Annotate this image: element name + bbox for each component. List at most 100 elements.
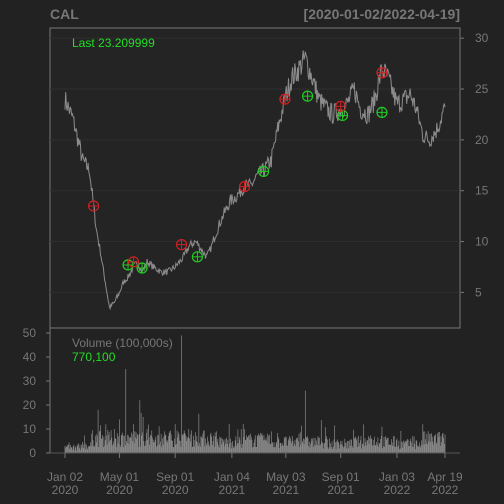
volume-bar — [443, 437, 444, 453]
volume-bar — [68, 444, 69, 453]
volume-bar — [351, 445, 353, 453]
volume-bar — [349, 440, 350, 453]
volume-bar — [101, 438, 103, 453]
volume-bar — [412, 436, 414, 453]
volume-bar — [293, 446, 294, 453]
volume-bar — [91, 433, 93, 453]
volume-bar — [277, 436, 279, 453]
volume-bar — [399, 449, 400, 453]
volume-bar — [367, 440, 369, 453]
volume-bar — [211, 436, 213, 453]
volume-bar — [177, 437, 179, 453]
volume-bar — [251, 440, 253, 453]
volume-bar — [171, 440, 173, 453]
buy-marker — [376, 106, 388, 119]
volume-bar — [168, 436, 169, 453]
volume-bar — [194, 446, 196, 453]
volume-bar — [259, 436, 261, 453]
volume-bar — [254, 439, 255, 453]
volume-bar — [390, 444, 392, 453]
volume-bar — [227, 439, 229, 453]
volume-bar — [160, 433, 162, 453]
volume-bar — [368, 436, 369, 453]
volume-bar — [180, 446, 182, 453]
volume-bar — [131, 432, 132, 453]
volume-bar — [210, 432, 212, 453]
volume-bar — [291, 443, 292, 453]
volume-bar — [372, 445, 374, 453]
x-tick-label-year: 2021 — [219, 483, 246, 497]
volume-bar — [261, 433, 263, 453]
volume-bar — [293, 443, 295, 453]
volume-bar — [273, 442, 275, 453]
volume-bar — [266, 440, 267, 453]
volume-bar — [209, 446, 210, 453]
volume-bar — [405, 441, 406, 453]
volume-bar — [228, 424, 230, 453]
volume-bar — [417, 445, 419, 453]
volume-bar — [250, 436, 252, 453]
volume-bar — [427, 431, 429, 453]
x-tick-label-year: 2022 — [432, 483, 459, 497]
volume-bar — [267, 442, 269, 453]
volume-bar — [246, 437, 248, 453]
volume-bar — [253, 442, 255, 453]
volume-bar — [421, 440, 422, 453]
volume-bar — [143, 441, 145, 453]
volume-bar — [326, 436, 327, 453]
volume-bar — [307, 438, 309, 453]
volume-bar — [74, 447, 76, 453]
volume-bar — [380, 435, 382, 453]
volume-bar — [302, 440, 304, 453]
volume-bar — [403, 441, 405, 453]
volume-bar — [183, 430, 185, 453]
sell-marker — [238, 181, 251, 193]
volume-bar — [88, 445, 90, 453]
volume-bar — [239, 439, 241, 453]
volume-bar — [281, 443, 283, 453]
volume-bar — [132, 434, 134, 453]
volume-bar — [260, 435, 262, 453]
volume-bar — [172, 441, 173, 453]
volume-bar — [73, 444, 75, 453]
volume-bar — [131, 441, 133, 453]
volume-bar — [327, 447, 329, 453]
volume-bar — [118, 436, 120, 453]
volume-bar — [220, 437, 222, 453]
volume-bar — [165, 435, 167, 453]
volume-bar — [371, 438, 373, 453]
volume-bar — [395, 446, 396, 453]
volume-bar — [391, 439, 392, 453]
volume-bar — [443, 443, 445, 453]
volume-bar — [164, 431, 165, 453]
volume-bar — [332, 449, 334, 453]
volume-bar — [145, 440, 147, 453]
volume-bar — [396, 438, 398, 453]
volume-bar — [375, 444, 377, 453]
volume-y-axis: 0 10 20 30 40 50 — [23, 326, 51, 460]
volume-bar — [438, 437, 440, 453]
volume-legend-value: 770,100 — [72, 350, 116, 364]
volume-bar — [83, 448, 85, 453]
volume-bar — [399, 448, 401, 453]
volume-bar — [85, 449, 87, 453]
volume-bar — [64, 445, 66, 453]
volume-bar — [439, 445, 441, 453]
volume-bar — [212, 441, 214, 453]
sell-marker — [376, 67, 388, 79]
volume-bar — [152, 437, 153, 453]
volume-bar — [141, 435, 143, 453]
volume-bar — [158, 435, 159, 453]
volume-bar — [230, 448, 232, 453]
volume-bar — [433, 444, 434, 453]
volume-bar — [318, 438, 319, 453]
volume-bar — [87, 449, 89, 453]
volume-bar — [151, 430, 153, 453]
volume-bar — [382, 448, 383, 453]
volume-bar — [200, 436, 202, 453]
volume-bar — [184, 433, 186, 453]
volume-bar — [115, 439, 117, 453]
volume-bar — [221, 444, 223, 453]
volume-bar — [298, 433, 300, 453]
volume-bar — [258, 435, 260, 453]
